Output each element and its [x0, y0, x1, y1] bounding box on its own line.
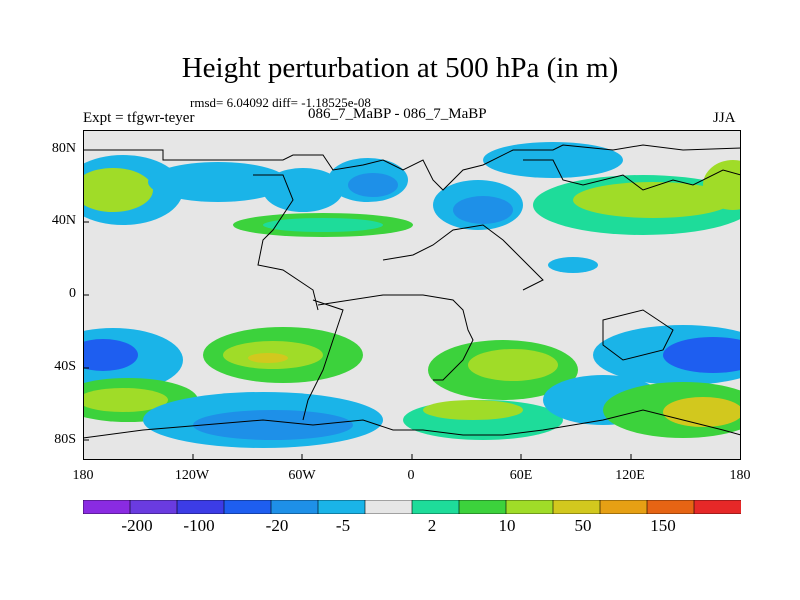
- lon-label-0: 0: [407, 468, 415, 483]
- sh-blue-east-core: [663, 337, 741, 373]
- stats-text: rmsd= 6.04092 diff= -1.18525e-08: [190, 95, 371, 110]
- lon-label-180e: 180: [729, 468, 751, 483]
- nh-small-blob: [548, 257, 598, 273]
- contour-map: [83, 130, 741, 460]
- coastline-north-america: [253, 174, 319, 311]
- lon-label-120w: 120W: [174, 468, 210, 483]
- axis-ticks: [83, 149, 632, 460]
- nh-band-2: [263, 168, 343, 212]
- coastlines: [83, 144, 741, 439]
- colorbar-label-7: 50: [574, 516, 592, 535]
- season-label: JJA: [713, 110, 736, 126]
- lon-label-120e: 120E: [615, 468, 645, 483]
- colorbar-label-8: 150: [650, 516, 676, 535]
- colorbar-swatch: [317, 500, 366, 514]
- nh-green-band-edge: [263, 218, 383, 232]
- colorbar-swatch: [270, 500, 319, 514]
- lon-label-60e: 60E: [509, 468, 533, 483]
- nh-band-3-core: [348, 173, 398, 197]
- lat-label-80s: 80S: [54, 432, 76, 447]
- colorbar-label-3: -20: [265, 516, 289, 535]
- colorbar-swatch: [505, 500, 554, 514]
- colorbar-label-1: -200: [121, 516, 153, 535]
- coastline-europe-asia-south: [382, 224, 544, 291]
- colorbar-swatch: [223, 500, 272, 514]
- lat-label-0: 0: [69, 286, 76, 301]
- colorbar-label-4: -5: [335, 516, 351, 535]
- coastline-australia: [602, 309, 674, 361]
- colorbar-swatch: [129, 500, 178, 514]
- sh-green-mid-peak: [248, 353, 288, 363]
- sh-green-east-core: [468, 349, 558, 381]
- nh-band-1: [148, 162, 288, 202]
- difference-label: 086_7_MaBP - 086_7_MaBP: [308, 106, 487, 122]
- nh-band-4-core: [453, 196, 513, 224]
- coastline-africa-west: [317, 294, 474, 381]
- colorbar-swatch: [364, 500, 413, 514]
- colorbar-label-2: -100: [183, 516, 215, 535]
- experiment-label: Expt = tfgwr-teyer: [83, 110, 195, 126]
- lat-label-80n: 80N: [51, 141, 76, 156]
- lon-label-180w: 180: [72, 468, 94, 483]
- sh-green-high-core: [423, 400, 523, 420]
- nh-blob-west-core: [83, 168, 153, 212]
- sh-blue-west-core: [83, 339, 138, 371]
- colorbar-label-5: 2: [427, 516, 437, 535]
- sh-blue-high-core: [193, 410, 353, 440]
- colorbar-swatch: [176, 500, 225, 514]
- colorbar: [83, 500, 741, 514]
- coastline-antarctica: [83, 409, 741, 439]
- colorbar-label-6: 10: [498, 516, 516, 535]
- nh-green-east-core: [573, 182, 733, 218]
- sh-yellow-peak: [663, 397, 741, 427]
- plot-title: Height perturbation at 500 hPa (in m): [181, 52, 619, 84]
- colorbar-swatch: [693, 500, 741, 514]
- colorbar-swatch: [458, 500, 507, 514]
- colorbar-swatch: [599, 500, 648, 514]
- colorbar-swatch: [411, 500, 460, 514]
- lon-label-60w: 60W: [288, 468, 316, 483]
- coastline-asia: [523, 159, 741, 191]
- coastline-arctic: [83, 144, 741, 191]
- sh-green-west-core: [83, 388, 168, 412]
- coastline-south-america: [302, 299, 344, 421]
- colorbar-swatch: [646, 500, 695, 514]
- colorbar-swatch: [552, 500, 601, 514]
- colorbar-swatch: [83, 500, 131, 514]
- lat-label-40n: 40N: [51, 213, 76, 228]
- lat-label-40s: 40S: [54, 359, 76, 374]
